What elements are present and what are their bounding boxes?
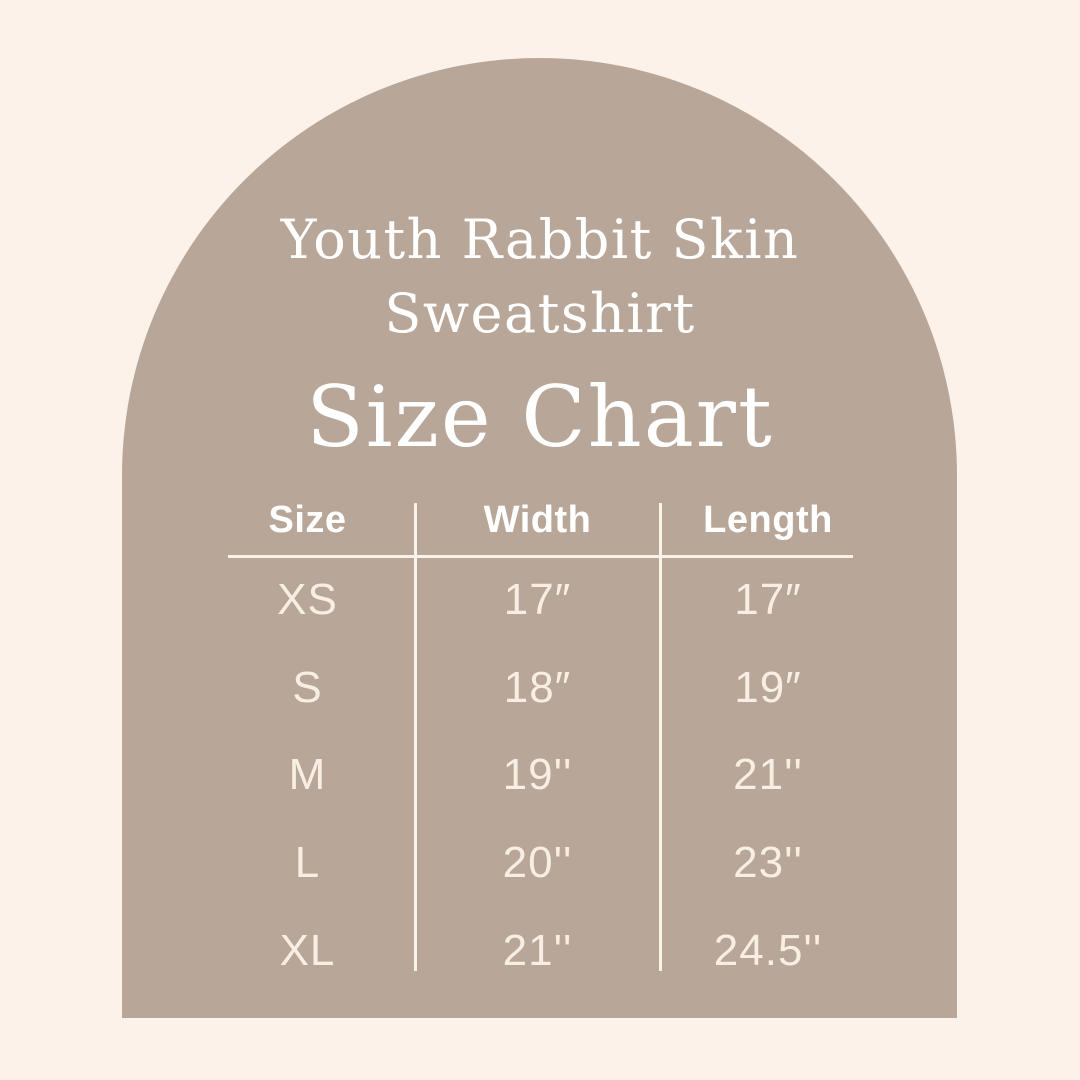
product-title: Youth Rabbit Skin Sweatshirt [0,203,1080,351]
width-cell: 20'' [502,837,573,887]
size-cell: S [292,662,323,712]
length-cell: 23'' [733,837,803,887]
width-cell: 19'' [502,750,573,800]
length-cell: 19″ [734,662,802,712]
length-cell: 24.5'' [713,925,823,975]
size-cell: M [288,750,327,800]
column-header-width: Width [483,498,592,541]
size-table-header: Size Width Length [200,490,876,550]
header-underline [228,555,853,558]
product-title-line2: Sweatshirt [384,282,696,345]
column-divider-1 [414,503,417,971]
size-cell: L [294,837,321,887]
chart-title: Size Chart [306,368,774,466]
column-divider-2 [659,503,662,971]
size-table-body: XS 17″ 17″ S 18″ 19″ M 19'' 21'' L 20'' … [200,556,876,994]
width-cell: 17″ [503,574,572,624]
size-cell: XL [279,925,336,975]
length-cell: 17″ [734,574,802,624]
length-cell: 21'' [733,750,803,800]
column-header-size: Size [268,498,347,541]
size-cell: XS [277,574,338,624]
arch-background [122,58,957,1018]
width-cell: 18″ [503,662,572,712]
column-header-length: Length [703,498,833,541]
width-cell: 21'' [502,925,573,975]
product-title-line1: Youth Rabbit Skin [280,208,800,271]
